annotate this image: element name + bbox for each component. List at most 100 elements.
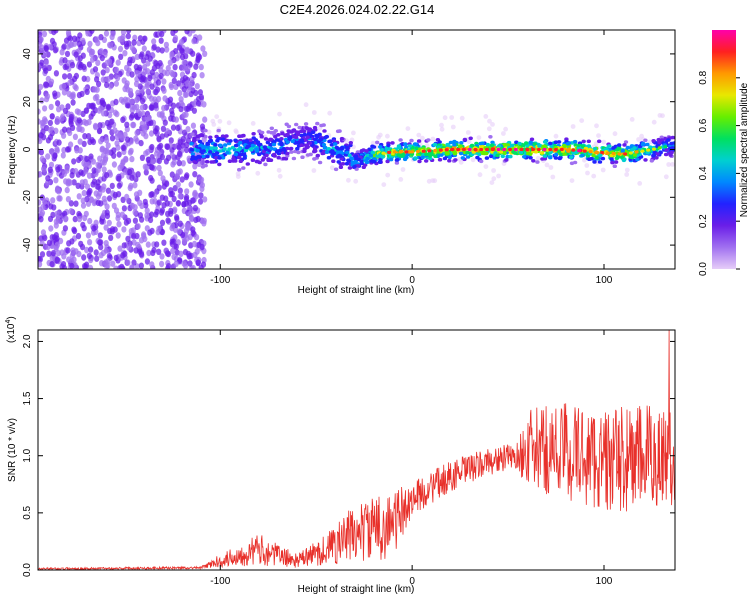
snr-x-tick-label: -100 — [210, 576, 230, 587]
spectrogram-cell — [203, 163, 208, 168]
spectrogram-cell — [458, 144, 463, 148]
spectrogram-y-tick-label: -40 — [22, 237, 33, 252]
spectrogram-cell — [109, 135, 116, 142]
spectrogram-cell — [79, 90, 85, 98]
spectrogram-cell — [201, 217, 207, 224]
spectrogram-cell — [185, 126, 191, 133]
spectrogram-cell — [73, 168, 79, 175]
spectrogram-cell — [233, 152, 239, 156]
spectrogram-cell — [339, 147, 344, 151]
spectrogram-cell — [141, 232, 147, 240]
spectrogram-cell — [129, 98, 135, 105]
spectrogram-cell — [528, 141, 534, 145]
spectrogram-cell — [62, 225, 68, 232]
spectrogram-peak — [640, 149, 645, 153]
spectrogram-cell — [237, 155, 242, 160]
spectrogram-cell — [385, 172, 391, 178]
spectrogram-cell — [84, 155, 90, 163]
spectrogram-cell — [153, 60, 159, 67]
spectrogram-cell — [213, 143, 218, 147]
spectrogram-cell — [137, 110, 143, 118]
spectrogram-cell — [149, 69, 155, 76]
spectrogram-cell — [190, 132, 195, 136]
spectrogram-cell — [147, 74, 153, 82]
spectrogram-cell — [242, 156, 247, 160]
spectrogram-cell — [97, 239, 103, 246]
spectrogram-cell — [413, 156, 418, 160]
spectrogram-peak — [479, 147, 484, 152]
spectrogram-cell — [202, 50, 208, 57]
spectrogram-cell — [213, 146, 218, 150]
spectrogram-cell — [643, 138, 648, 143]
spectrogram-cell — [380, 155, 385, 159]
spectrogram-cell — [181, 260, 187, 267]
spectrogram-cell — [273, 135, 278, 139]
spectrogram-cell — [42, 234, 48, 242]
spectrogram-peak — [502, 147, 507, 152]
spectrogram-cell — [600, 167, 606, 173]
spectrogram-cell — [198, 63, 204, 71]
spectrogram-cell — [141, 124, 147, 131]
spectrogram-cell — [99, 54, 105, 62]
spectrogram-cell — [61, 170, 67, 177]
spectrogram-cell — [346, 158, 351, 163]
spectrogram-cell — [299, 138, 304, 142]
spectrogram-cell — [143, 150, 149, 157]
spectrogram-cell — [173, 116, 179, 123]
spectrogram-cell — [168, 115, 174, 122]
spectrogram-cell — [317, 132, 322, 137]
spectrogram-cell — [68, 141, 74, 148]
spectrogram-cell — [59, 249, 65, 256]
spectrogram-cell — [361, 165, 366, 169]
spectrogram-peak — [531, 147, 535, 152]
spectrogram-cell — [321, 142, 327, 147]
spectrogram-cell — [271, 142, 277, 147]
spectrogram-cell — [216, 128, 221, 133]
spectrogram-cell — [581, 139, 586, 144]
spectrogram-cell — [191, 71, 197, 79]
spectrogram-cell — [398, 154, 403, 158]
spectrogram-cell — [91, 225, 97, 232]
spectrogram-peak — [588, 150, 593, 154]
spectrogram-cell — [170, 222, 176, 230]
spectrogram-cell — [186, 155, 192, 162]
spectrogram-cell — [201, 149, 206, 153]
spectrogram-cell — [278, 148, 283, 153]
spectrogram-cell — [103, 224, 109, 231]
spectrogram-cell — [159, 47, 165, 54]
spectrogram-cell — [489, 180, 495, 186]
spectrogram-cell — [304, 143, 310, 147]
spectrogram-cell — [617, 143, 622, 147]
spectrogram-cell — [483, 114, 489, 119]
spectrogram-cell — [149, 143, 155, 151]
spectrogram-peak — [485, 147, 489, 152]
spectrogram-cell — [329, 149, 335, 154]
snr-panel: 0.0 0.5 1.0 1.5 2.0 -100 0 100 Height of strai… — [5, 316, 676, 595]
spectrogram-cell — [529, 137, 535, 142]
spectrogram-cell — [104, 137, 110, 144]
spectrogram-cell — [322, 146, 328, 150]
spectrogram-cell — [149, 227, 155, 235]
spectrogram-cell — [220, 137, 226, 142]
spectrogram-cell — [344, 161, 350, 166]
spectrogram-cell — [156, 199, 162, 206]
spectrogram-cell — [46, 250, 52, 257]
spectrogram-cell — [289, 150, 294, 154]
spectrogram-cell — [129, 174, 135, 181]
spectrogram-cell — [92, 122, 99, 130]
spectrogram-cell — [178, 39, 185, 46]
spectrogram-cell — [285, 151, 290, 156]
spectrogram-cell — [535, 160, 540, 164]
spectrogram-cell — [94, 76, 100, 83]
spectrogram-cell — [100, 212, 106, 220]
spectrogram-cell — [198, 93, 204, 101]
spectrogram-cell — [104, 66, 110, 74]
spectrogram-cell — [47, 134, 54, 141]
spectrogram-cell — [97, 127, 103, 134]
spectrogram-cell — [468, 136, 473, 141]
spectrogram-cell — [569, 161, 575, 166]
spectrogram-cell — [198, 198, 204, 205]
spectrogram-cell — [73, 51, 79, 58]
spectrogram-cell — [112, 191, 118, 199]
spectrogram-cell — [161, 239, 167, 246]
